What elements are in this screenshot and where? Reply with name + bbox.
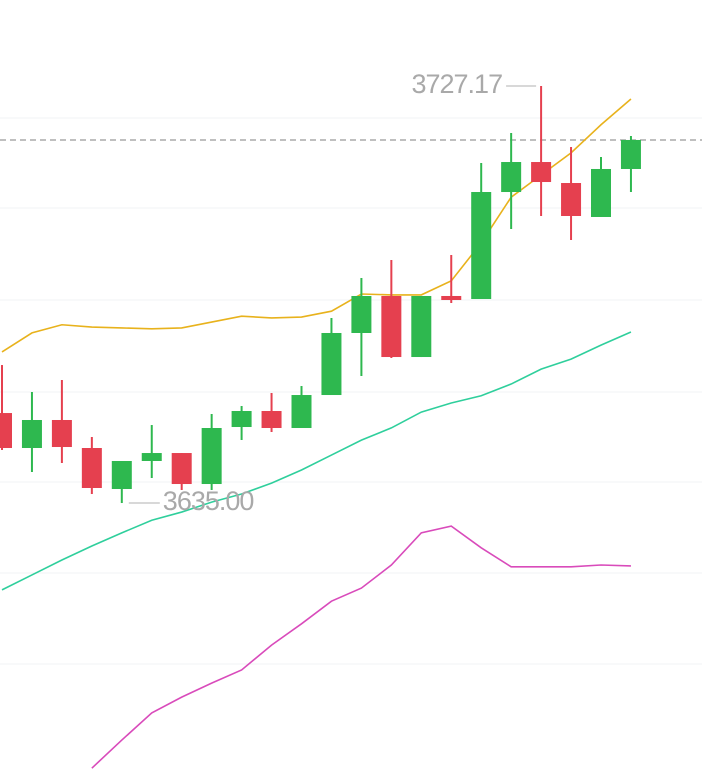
- candle-body: [0, 413, 12, 449]
- candle-body: [441, 295, 462, 301]
- candle-body: [591, 168, 611, 217]
- annotation-label: 3635.00: [163, 486, 254, 516]
- candle-body: [561, 183, 582, 216]
- indicator-line: [1, 331, 632, 591]
- candle-body: [111, 460, 132, 489]
- indicator-line: [91, 525, 631, 769]
- candle-body: [501, 162, 522, 193]
- candle-body: [261, 410, 282, 429]
- candle-body: [201, 428, 222, 485]
- candle-body: [51, 419, 72, 448]
- candle-body: [411, 295, 432, 358]
- candle-body: [171, 453, 192, 485]
- candle-body: [21, 419, 42, 449]
- annotation-label: 3727.17: [411, 69, 502, 99]
- candle-body: [141, 453, 162, 461]
- candle-body: [81, 448, 102, 488]
- candle-body: [620, 139, 641, 169]
- candle-body: [471, 192, 492, 300]
- candle-body: [291, 395, 312, 429]
- candle-body: [231, 410, 252, 428]
- candle-body: [381, 295, 402, 358]
- candle-body: [531, 162, 552, 183]
- candle-body: [351, 295, 372, 333]
- candle-body: [321, 332, 342, 396]
- indicator-line: [1, 98, 632, 353]
